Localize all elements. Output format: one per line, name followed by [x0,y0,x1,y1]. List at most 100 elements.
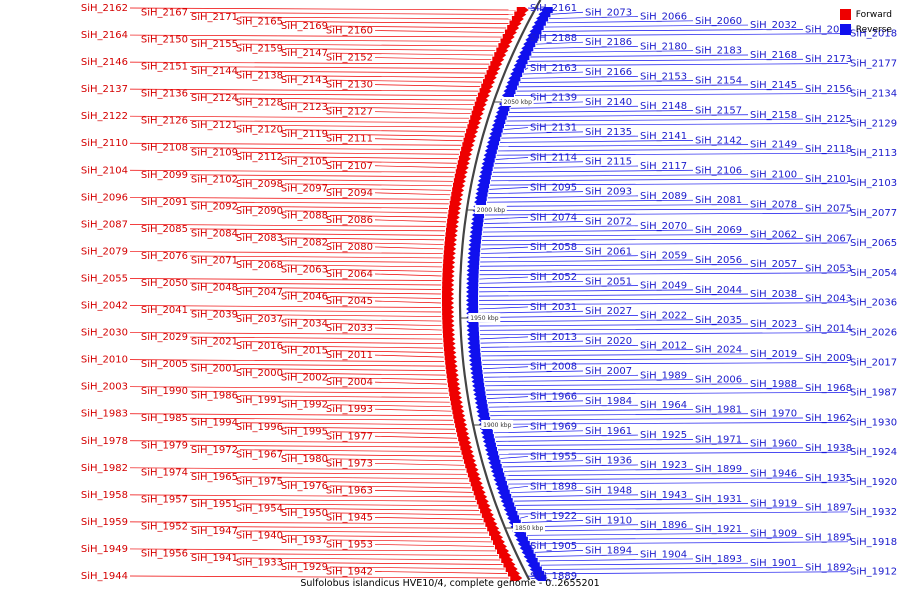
callout-line [329,404,451,408]
gene-label: SiH_1924 [850,447,897,458]
callout-line [524,67,529,71]
gene-label: SiH_2099 [141,170,188,181]
callout-line [509,485,529,489]
gene-label: SiH_2158 [750,110,797,121]
callout-line [526,63,849,66]
callout-line [492,169,694,173]
gene-label: SiH_2154 [695,76,742,87]
gene-label: SiH_1953 [326,539,373,550]
callout-line [481,238,804,241]
gene-label: SiH_2121 [191,120,238,131]
gene-arrow-forward [442,286,455,293]
callout-line [129,61,490,65]
gene-label: SiH_2152 [326,53,373,64]
callout-line [189,12,514,15]
gene-label: SiH_2096 [81,192,128,203]
gene-arrow-forward [480,507,493,514]
gene-label: SiH_2077 [850,208,897,219]
callout-line [520,515,529,519]
gene-label: SiH_2008 [530,362,577,373]
gene-label: SiH_2168 [750,50,797,61]
gene-label: SiH_2064 [326,269,373,280]
gene-label: SiH_1964 [640,400,687,411]
gene-arrow-forward [482,79,495,86]
callout-line [374,84,481,87]
callout-line [329,350,444,353]
callout-line [284,426,456,430]
callout-line [545,571,849,575]
gene-label: SiH_1967 [236,449,283,460]
callout-line [129,278,442,281]
callout-line [518,511,849,515]
gene-label: SiH_2149 [750,140,797,151]
callout-line [503,127,529,130]
callout-line [239,178,453,182]
callout-line [479,323,749,327]
gene-label: SiH_2118 [805,144,852,155]
callout-line [239,287,442,290]
gene-label: SiH_1919 [750,498,797,509]
callout-line [239,341,443,344]
gene-label: SiH_1968 [805,383,852,394]
gene-arrow-forward [444,349,457,356]
callout-line [523,71,584,75]
gene-label: SiH_2007 [585,366,632,377]
callout-line [239,557,501,561]
gene-arrow-forward [461,146,474,153]
gene-label: SiH_2046 [281,292,328,303]
callout-line [491,417,804,421]
gene-arrow-forward [503,561,516,568]
gene-arrow-forward [462,142,475,149]
gene-label: SiH_1889 [530,571,577,582]
genome-caption: Sulfolobus islandicus HVE10/4, complete … [300,578,600,589]
callout-line [374,300,442,304]
gene-label: SiH_2169 [281,21,328,32]
gene-label: SiH_2110 [81,138,128,149]
callout-line [189,526,487,529]
callout-line [496,152,849,156]
gene-label: SiH_2011 [326,350,373,361]
gene-arrow-forward [442,268,455,275]
callout-line [484,216,529,220]
gene-label: SiH_1936 [585,456,632,467]
callout-line [500,456,529,459]
gene-label: SiH_2131 [530,123,577,134]
callout-line [129,115,470,119]
callout-line [284,291,442,295]
callout-line [482,357,804,361]
gene-label: SiH_2094 [326,188,373,199]
gene-label: SiH_2012 [640,340,687,351]
gene-label: SiH_2137 [81,84,128,95]
gene-arrow-forward [461,448,474,455]
gene-label: SiH_2111 [326,134,373,145]
callout-line [374,165,456,169]
gene-arrow-forward [485,520,498,527]
scale-label-bg [481,420,514,429]
gene-arrow-forward [468,119,481,126]
callout-line [189,499,476,502]
gene-arrow-forward [445,363,458,370]
callout-line [497,148,804,152]
callout-line [129,386,448,390]
gene-arrow-forward [449,200,462,207]
callout-line [542,29,804,32]
callout-line [129,142,462,146]
callout-line [374,327,442,331]
scale-label-bg [474,205,507,214]
callout-line [483,374,639,378]
gene-label: SiH_2148 [640,101,687,112]
callout-line [483,221,584,224]
gene-label: SiH_1921 [695,524,742,535]
gene-label: SiH_1960 [750,439,797,450]
callout-line [329,106,473,110]
callout-line [189,39,500,42]
gene-label: SiH_2107 [326,161,373,172]
gene-label: SiH_2049 [640,281,687,292]
scale-label: 2050 kbp [504,99,532,106]
callout-line [189,336,443,340]
callout-line [530,54,749,58]
callout-line [549,16,639,19]
gene-arrow-forward [452,182,465,189]
gene-label: SiH_1989 [640,370,687,381]
gene-label: SiH_2004 [326,377,373,388]
